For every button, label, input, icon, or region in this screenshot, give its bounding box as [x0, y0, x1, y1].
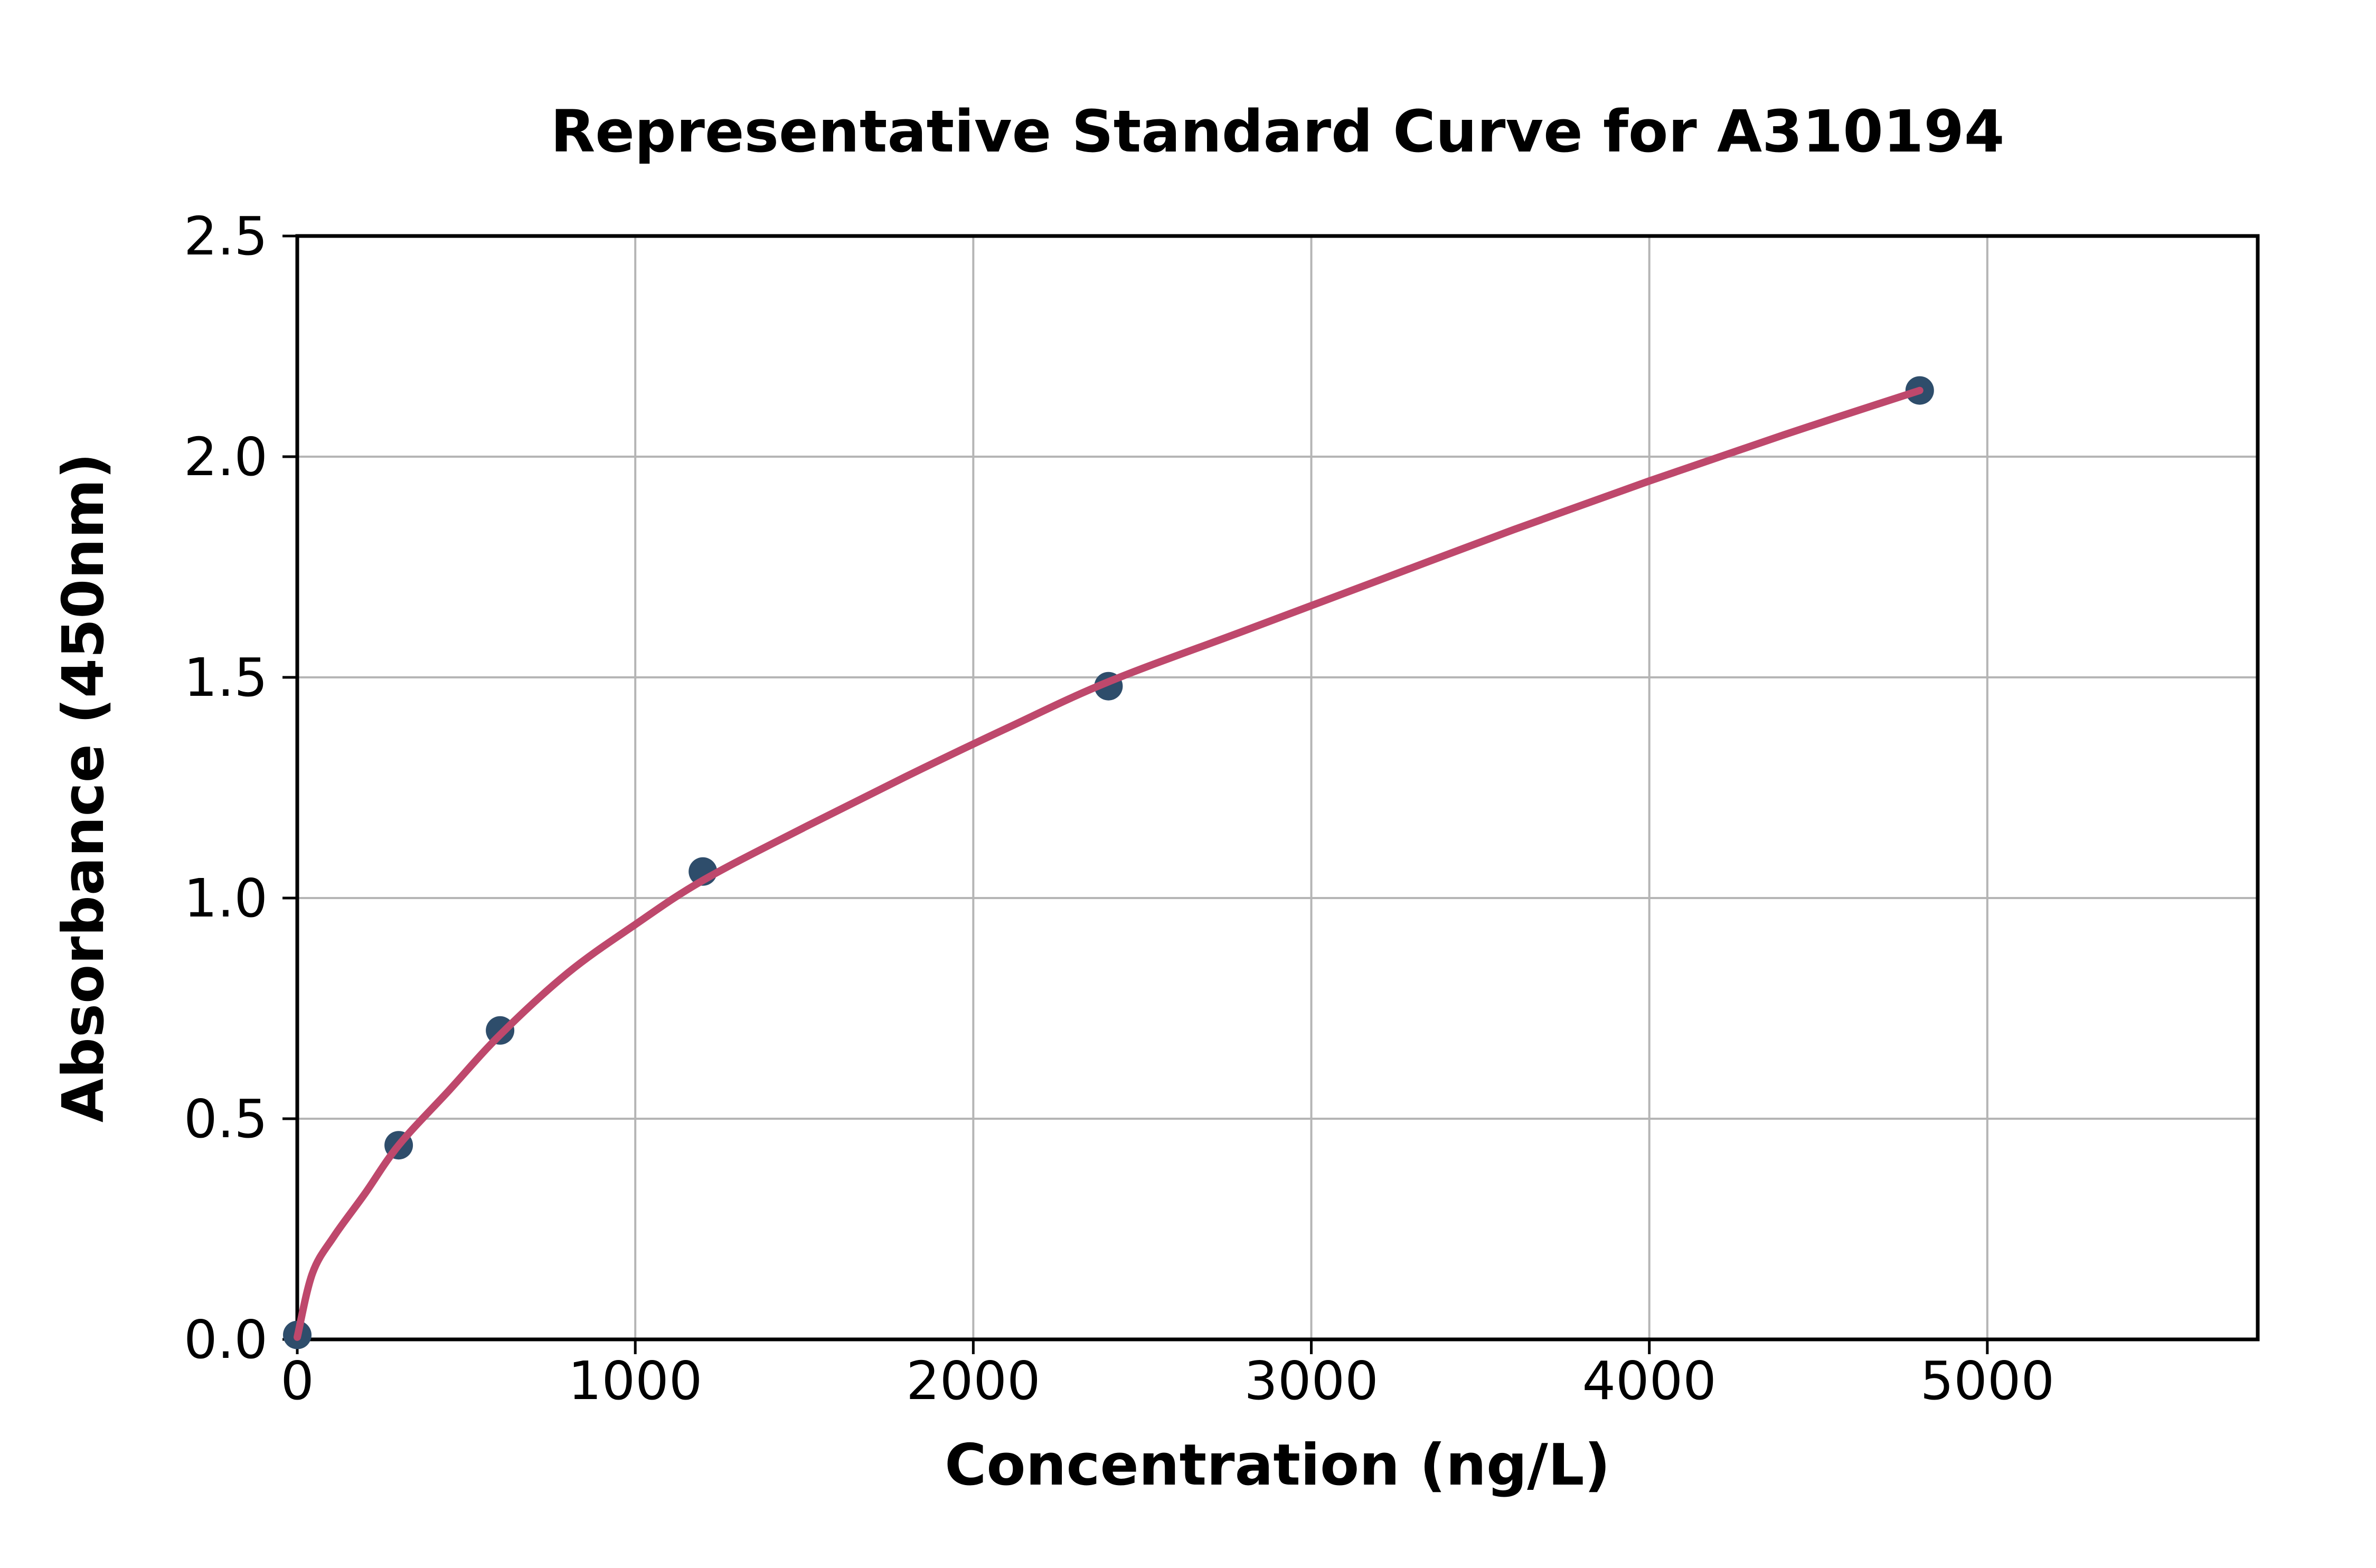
x-tick-label: 0 — [280, 1350, 314, 1412]
x-tick-label: 3000 — [1244, 1350, 1379, 1412]
y-tick-label: 0.0 — [184, 1309, 268, 1371]
y-tick-label: 1.5 — [184, 647, 268, 709]
y-tick-label: 0.5 — [184, 1088, 268, 1150]
chart-title: Representative Standard Curve for A31019… — [551, 98, 2005, 165]
y-tick-label: 1.0 — [184, 867, 268, 929]
tick-layer — [282, 234, 1989, 1354]
plot-border — [295, 234, 2260, 1342]
x-tick-label: 5000 — [1920, 1350, 2055, 1412]
y-tick-label: 2.0 — [184, 426, 268, 488]
fit-curve-line — [294, 386, 1924, 1341]
y-axis-label: Absorbance (450nm) — [51, 453, 117, 1122]
grid-layer — [299, 238, 2256, 1338]
x-tick-label: 2000 — [906, 1350, 1041, 1412]
x-axis-label: Concentration (ng/L) — [945, 1432, 1610, 1498]
x-tick-label: 1000 — [568, 1350, 703, 1412]
x-tick-label: 4000 — [1582, 1350, 1717, 1412]
y-tick-label: 2.5 — [184, 205, 268, 267]
data-points — [283, 376, 1934, 1349]
tick-label-layer: 0 1000 2000 3000 4000 5000 0.0 0.5 1.0 1.5 2.0 2.5 — [184, 205, 2054, 1412]
